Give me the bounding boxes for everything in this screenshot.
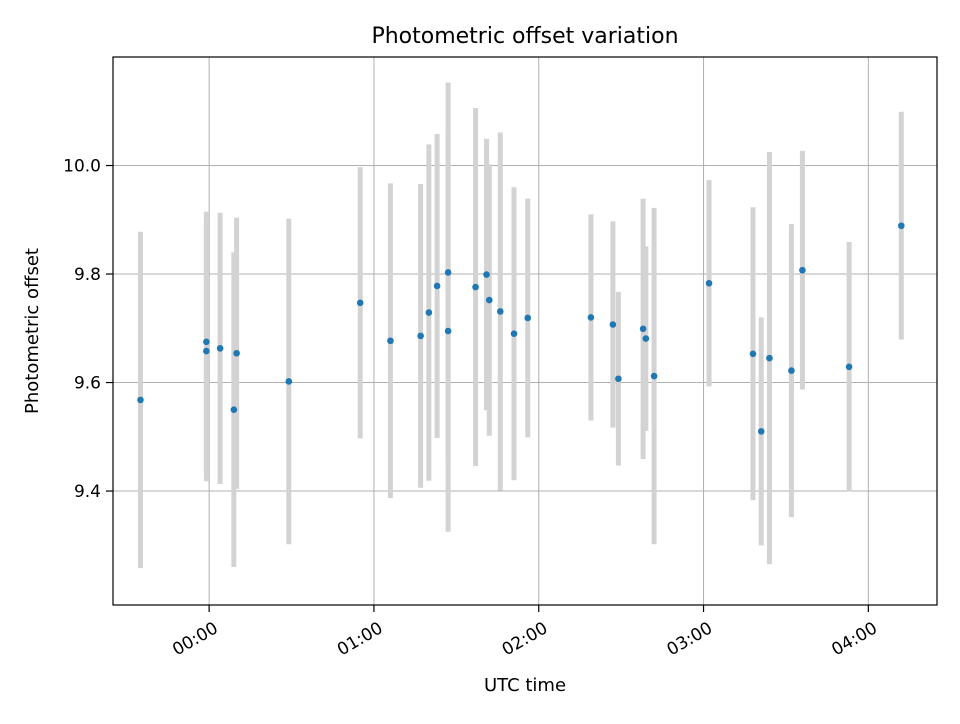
data-point bbox=[203, 338, 210, 346]
data-point bbox=[285, 378, 293, 385]
data-point bbox=[788, 367, 795, 374]
data-point bbox=[203, 347, 210, 355]
y-tick-label: 9.6 bbox=[74, 374, 101, 394]
data-point bbox=[766, 354, 773, 362]
data-point bbox=[749, 350, 757, 358]
data-point bbox=[496, 308, 504, 315]
data-point bbox=[230, 406, 238, 413]
data-point bbox=[639, 325, 647, 333]
data-point bbox=[650, 372, 658, 380]
data-point bbox=[897, 222, 905, 230]
data-point bbox=[233, 349, 240, 357]
data-point bbox=[472, 283, 479, 291]
data-points bbox=[137, 222, 905, 435]
plot-frame bbox=[112, 56, 938, 606]
chart-title: Photometric offset variation bbox=[371, 24, 678, 49]
data-point bbox=[444, 269, 452, 276]
data-point bbox=[642, 335, 650, 342]
data-point bbox=[216, 345, 224, 352]
data-point bbox=[444, 327, 452, 335]
data-point bbox=[485, 296, 493, 304]
data-point bbox=[356, 299, 364, 307]
data-point bbox=[705, 279, 713, 287]
data-point bbox=[615, 375, 622, 383]
data-point bbox=[757, 428, 765, 435]
data-point bbox=[425, 309, 433, 316]
data-point bbox=[483, 271, 490, 278]
y-tick-label: 9.4 bbox=[74, 482, 101, 502]
data-point bbox=[433, 282, 441, 290]
data-point bbox=[845, 363, 853, 371]
y-axis-ticks: 9.4 9.6 9.8 10.0 bbox=[63, 157, 113, 502]
data-point bbox=[137, 396, 144, 404]
data-point bbox=[799, 266, 806, 274]
data-point bbox=[609, 321, 617, 328]
grid-lines bbox=[113, 57, 937, 605]
y-tick-label: 10.0 bbox=[63, 157, 101, 177]
data-point bbox=[387, 337, 394, 345]
y-tick-label: 9.8 bbox=[74, 265, 101, 285]
data-point bbox=[524, 314, 532, 322]
y-axis-label: Photometric offset bbox=[22, 248, 43, 414]
data-point bbox=[510, 330, 518, 338]
data-point bbox=[587, 314, 595, 321]
x-axis-label: UTC time bbox=[484, 675, 566, 696]
data-point bbox=[417, 332, 424, 340]
